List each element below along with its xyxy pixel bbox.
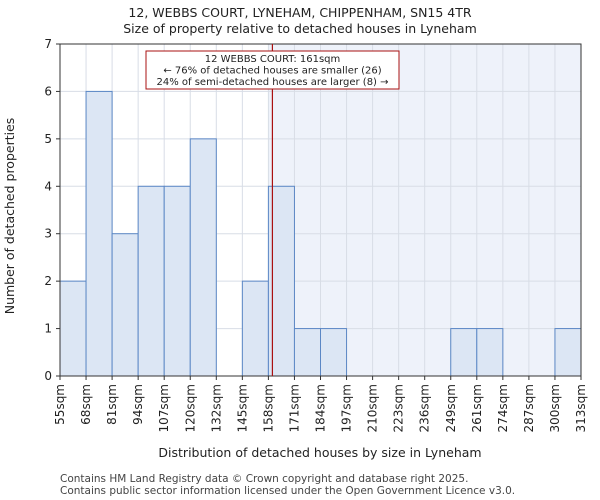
bar — [59, 280, 87, 377]
y-tick-label: 4 — [44, 179, 52, 193]
bar — [189, 138, 217, 377]
annotation-box — [145, 50, 400, 90]
bar — [111, 233, 139, 377]
annotation-line-1: 12 WEBBS COURT: 161sqm — [205, 54, 341, 65]
x-tick-label: 261sqm — [470, 384, 484, 432]
y-axis-label: Number of detached properties — [2, 118, 17, 315]
bar — [137, 185, 165, 377]
annotation-line-2: ← 76% of detached houses are smaller (26… — [163, 66, 381, 77]
x-tick-label: 274sqm — [496, 384, 510, 432]
annotation-line-3: 24% of semi-detached houses are larger (… — [156, 77, 388, 88]
x-tick-label: 81sqm — [105, 384, 119, 425]
x-tick-label: 313sqm — [574, 384, 588, 432]
bar — [293, 328, 322, 377]
footer-line-1: Contains HM Land Registry data © Crown c… — [60, 473, 468, 485]
y-tick-label: 1 — [44, 322, 52, 336]
bar — [85, 90, 113, 377]
x-tick-label: 94sqm — [131, 384, 145, 425]
y-tick-label: 0 — [44, 369, 52, 383]
chart-title: 12, WEBBS COURT, LYNEHAM, CHIPPENHAM, SN… — [128, 5, 471, 20]
bar — [163, 185, 191, 377]
x-tick-label: 223sqm — [392, 384, 406, 432]
x-axis-label: Distribution of detached houses by size … — [158, 445, 481, 460]
bar — [554, 328, 582, 377]
bar — [320, 328, 348, 377]
x-tick-label: 171sqm — [287, 384, 301, 432]
plot-area: 0 1 2 3 4 5 6 7 55sqm 68sqm 81sqm 94sqm 107sqm 120sqm… — [44, 37, 588, 432]
x-tick-label: 249sqm — [444, 384, 458, 432]
y-tick-label: 2 — [44, 274, 52, 288]
x-tick-label: 287sqm — [522, 384, 536, 432]
x-tick-label: 210sqm — [366, 384, 380, 432]
bar — [450, 328, 478, 377]
y-tick-label: 6 — [44, 84, 52, 98]
x-tick-label: 300sqm — [548, 384, 562, 432]
x-tick-label: 55sqm — [53, 384, 67, 425]
x-tick-label: 236sqm — [418, 384, 432, 432]
x-tick-label: 158sqm — [261, 384, 275, 432]
y-tick-label: 3 — [44, 227, 52, 241]
x-tick-label: 68sqm — [79, 384, 93, 425]
bar — [241, 280, 269, 377]
x-tick-label: 132sqm — [209, 384, 223, 432]
x-tick-label: 107sqm — [157, 384, 171, 432]
chart-subtitle: Size of property relative to detached ho… — [123, 21, 477, 36]
x-tick-label: 120sqm — [183, 384, 197, 432]
x-tick-label: 197sqm — [340, 384, 354, 432]
footer-line-2: Contains public sector information licen… — [60, 485, 515, 497]
y-tick-label: 5 — [44, 132, 52, 146]
x-tick-label: 145sqm — [235, 384, 249, 432]
y-tick-label: 7 — [44, 37, 52, 51]
bar — [476, 328, 504, 377]
x-tick-label: 184sqm — [314, 384, 328, 432]
